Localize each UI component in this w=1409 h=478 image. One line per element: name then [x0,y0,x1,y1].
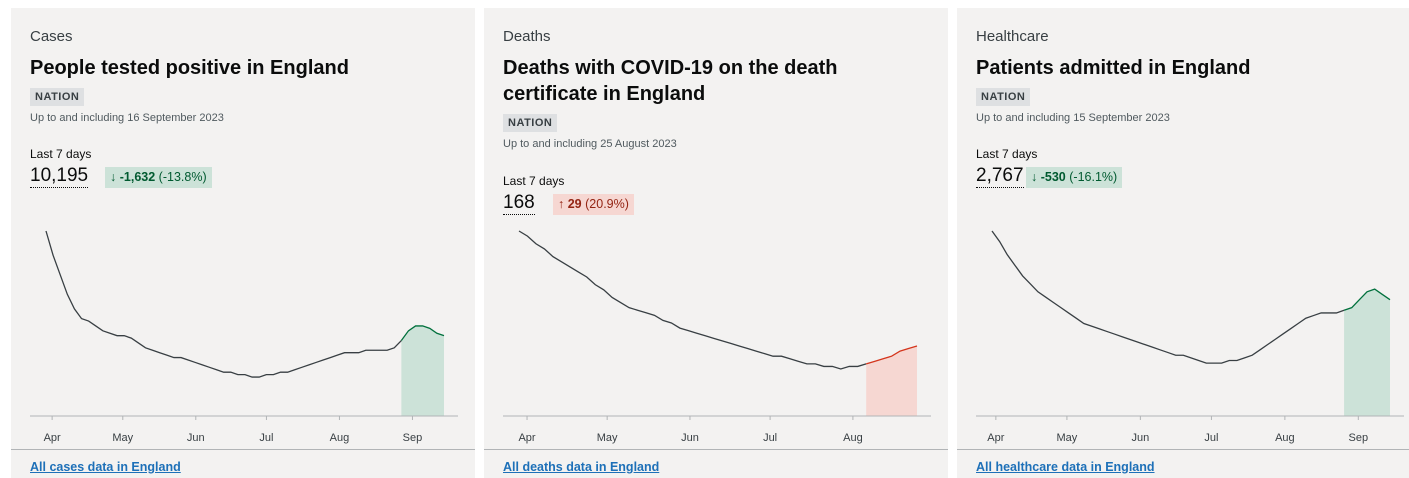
headline-number[interactable]: 168 [503,192,535,215]
all-healthcare-data-link[interactable]: All healthcare data in England [976,460,1155,474]
all-cases-data-link[interactable]: All cases data in England [30,460,181,474]
updated-date: Up to and including 25 August 2023 [503,138,677,150]
x-tick-label: Apr [44,432,61,444]
x-tick-label: Apr [987,432,1004,444]
highlight-area [866,345,917,416]
highlight-line [866,345,918,365]
series-line [518,230,867,370]
arrow-down-icon: ↓ [110,170,117,184]
change-value: -1,632 [119,170,156,184]
x-tick-label: Jul [259,432,273,444]
series-line [991,230,1345,364]
nation-tag: NATION [30,88,85,106]
deaths-card: Deaths Deaths with COVID-19 on the death… [484,8,948,478]
change-badge: ↓ -1,632 (-13.8%) [105,167,212,188]
healthcare-card: Healthcare Patients admitted in England … [957,8,1409,478]
x-tick-label: Jun [1131,432,1149,444]
all-deaths-data-link[interactable]: All deaths data in England [503,460,660,474]
updated-date: Up to and including 16 September 2023 [30,112,224,124]
x-tick-label: May [1057,432,1078,444]
card-divider [957,449,1409,450]
change-percent: (-13.8%) [158,170,207,184]
card-caption: Deaths [503,28,551,45]
deaths-chart: Apr May Jun Jul Aug [503,230,931,444]
change-badge: ↓ -530 (-16.1%) [1026,167,1123,188]
x-tick-label: May [597,432,618,444]
card-title: Deaths with COVID-19 on the death certif… [503,57,838,105]
last-7-days-label: Last 7 days [30,147,92,161]
updated-date: Up to and including 15 September 2023 [976,112,1170,124]
card-title: People tested positive in England [30,57,349,79]
x-tick-label: May [112,432,133,444]
x-tick-label: Jun [187,432,205,444]
nation-tag: NATION [503,114,558,132]
cases-chart: Apr May Jun Jul Aug Sep [30,230,458,444]
x-tick-label: Sep [403,432,423,444]
highlight-line [400,325,445,341]
x-tick-label: Jun [681,432,699,444]
nation-tag: NATION [976,88,1031,106]
highlight-area [401,325,444,416]
headline-number[interactable]: 10,195 [30,165,89,188]
change-badge: ↑ 29 (20.9%) [553,194,634,215]
change-value: 29 [567,197,582,211]
arrow-up-icon: ↑ [558,197,565,211]
x-tick-label: Jul [763,432,777,444]
x-tick-label: Apr [518,432,535,444]
arrow-down-icon: ↓ [1031,170,1038,184]
x-tick-label: Aug [330,432,350,444]
card-caption: Cases [30,28,73,45]
card-title: Patients admitted in England [976,57,1251,79]
x-tick-label: Aug [1275,432,1295,444]
change-percent: (-16.1%) [1069,170,1118,184]
x-tick-label: Sep [1349,432,1369,444]
highlight-line [1343,288,1391,311]
x-tick-label: Jul [1204,432,1218,444]
highlight-area [1344,289,1390,416]
change-percent: (20.9%) [585,197,629,211]
headline-number[interactable]: 2,767 [976,165,1024,188]
last-7-days-label: Last 7 days [503,174,565,188]
change-value: -530 [1040,170,1066,184]
card-caption: Healthcare [976,28,1049,45]
card-divider [484,449,948,450]
healthcare-chart: Apr May Jun Jul Aug Sep [976,230,1404,444]
series-line [45,230,402,378]
cases-card: Cases People tested positive in England … [11,8,475,478]
x-tick-label: Aug [843,432,863,444]
last-7-days-label: Last 7 days [976,147,1038,161]
card-divider [11,449,475,450]
